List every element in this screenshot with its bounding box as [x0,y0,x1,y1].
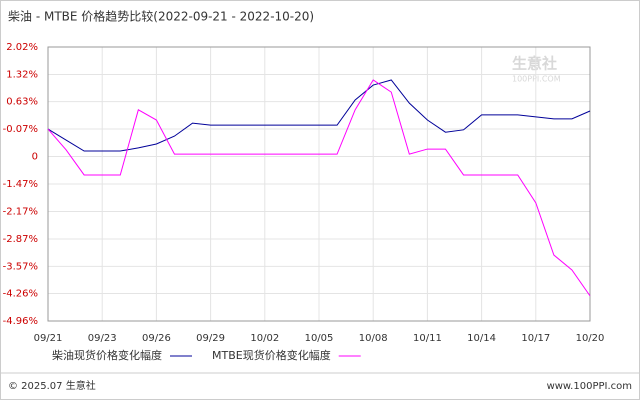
x-tick-label: 09/23 [88,333,117,344]
y-tick-label: 0.63% [6,97,38,108]
footer-left: © 2025.07 生意社 [8,379,96,392]
x-tick-label: 10/11 [413,333,442,344]
y-tick-label: -2.17% [3,206,38,217]
watermark-sub: 100PPI.COM [512,75,561,84]
legend-label: MTBE现货价格变化幅度 [212,348,331,362]
x-tick-label: 09/21 [34,333,63,344]
y-tick-label: -0.07% [3,124,38,135]
x-tick-label: 10/14 [467,333,496,344]
y-tick-label: -1.47% [3,179,38,190]
watermark: 生意社 [512,55,557,73]
chart-title: 柴油 - MTBE 价格趋势比较(2022-09-21 - 2022-10-20… [8,9,314,24]
x-tick-label: 09/29 [196,333,225,344]
y-tick-label: -2.87% [3,234,38,245]
y-tick-label: -4.96% [3,316,38,327]
series-line [47,79,591,152]
x-tick-label: 09/26 [142,333,171,344]
series-line [47,79,591,297]
plot-border [47,46,591,322]
x-tick-label: 10/17 [521,333,550,344]
y-tick-label: 2.02% [6,42,38,53]
x-tick-label: 10/02 [250,333,279,344]
y-tick-label: -3.57% [3,261,38,272]
y-tick-label: 1.32% [6,69,38,80]
y-tick-label: 0 [32,152,38,163]
x-tick-label: 10/20 [576,333,605,344]
y-tick-label: -4.26% [3,289,38,300]
footer-right: www.100PPI.com [547,381,632,392]
x-tick-label: 10/08 [359,333,388,344]
legend-label: 柴油现货价格变化幅度 [52,348,162,362]
x-tick-label: 10/05 [305,333,334,344]
